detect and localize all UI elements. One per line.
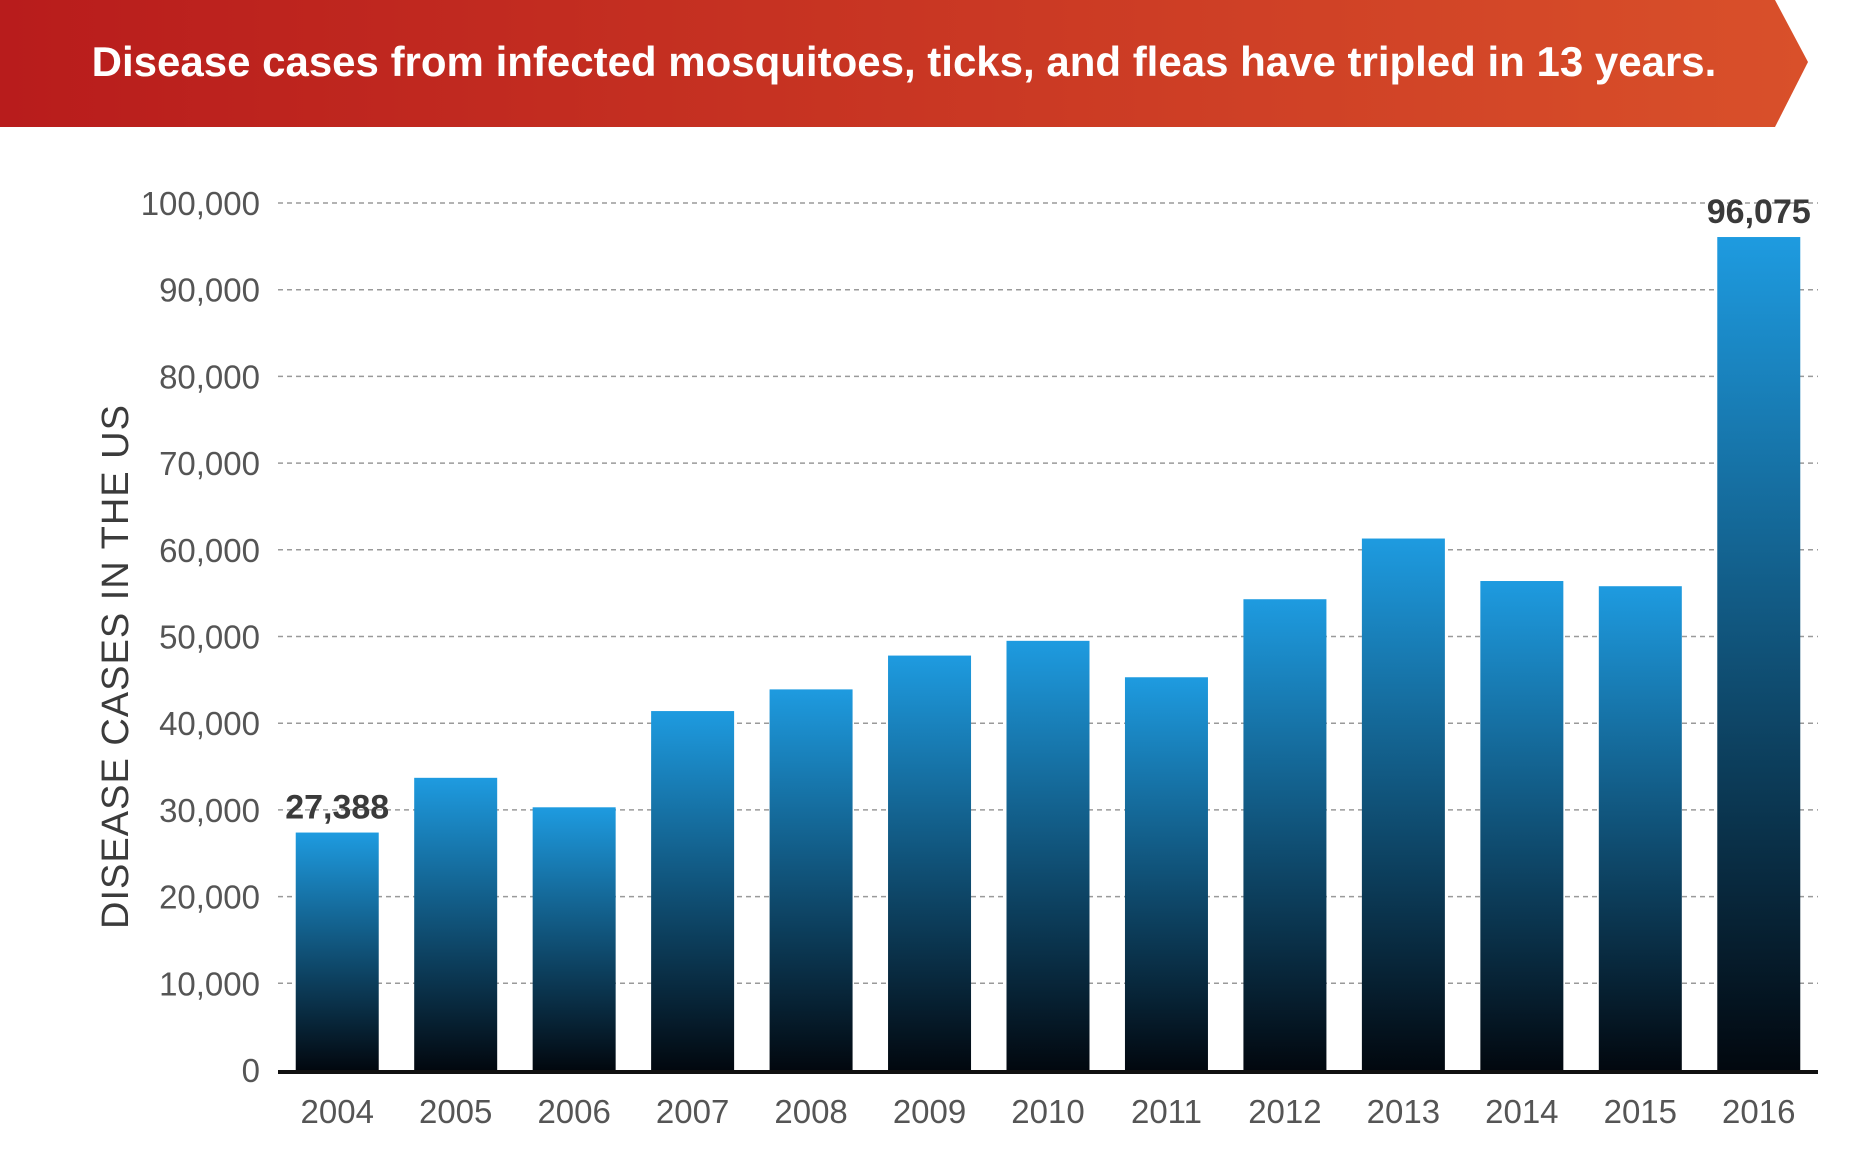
- y-tick-label: 60,000: [159, 532, 260, 569]
- y-tick-label: 90,000: [159, 272, 260, 309]
- bar-2016: [1717, 237, 1801, 1070]
- title-banner-shape: [0, 0, 1808, 127]
- bar-2009: [888, 655, 972, 1070]
- x-tick-label: 2008: [774, 1093, 847, 1130]
- bar-2006: [532, 807, 616, 1070]
- bar-2012: [1243, 599, 1327, 1070]
- y-tick-label: 80,000: [159, 358, 260, 395]
- y-tick-label: 20,000: [159, 879, 260, 916]
- x-tick-label: 2010: [1011, 1093, 1084, 1130]
- chart-title: Disease cases from infected mosquitoes, …: [92, 38, 1717, 85]
- data-label-2016: 96,075: [1707, 193, 1811, 231]
- x-tick-label: 2007: [656, 1093, 729, 1130]
- y-axis-title: DISEASE CASES IN THE US: [95, 404, 137, 929]
- data-labels: 27,388 96,075: [285, 193, 1811, 827]
- bar-2014: [1480, 581, 1564, 1070]
- y-tick-label: 10,000: [159, 965, 260, 1002]
- x-tick-label: 2006: [537, 1093, 610, 1130]
- bar-2011: [1124, 677, 1208, 1070]
- x-tick-label: 2015: [1604, 1093, 1677, 1130]
- y-tick-label: 50,000: [159, 619, 260, 656]
- y-tick-label: 40,000: [159, 705, 260, 742]
- bar-2005: [414, 777, 498, 1070]
- x-tick-label: 2005: [419, 1093, 492, 1130]
- x-tick-label: 2013: [1367, 1093, 1440, 1130]
- data-label-2004: 27,388: [285, 789, 389, 827]
- y-axis-ticks: 0 10,000 20,000 30,000 40,000 50,000 60,000 70,…: [141, 185, 260, 1089]
- y-tick-label: 70,000: [159, 445, 260, 482]
- bar-2010: [1006, 640, 1090, 1070]
- x-tick-label: 2014: [1485, 1093, 1558, 1130]
- y-tick-label: 100,000: [141, 185, 260, 222]
- bar-2013: [1361, 538, 1445, 1070]
- bar-2004: [295, 832, 379, 1070]
- x-tick-label: 2016: [1722, 1093, 1795, 1130]
- x-axis-ticks: 2004 2005 2006 2007 2008 2009 2010 2011 2012 2013…: [301, 1093, 1796, 1130]
- x-tick-label: 2011: [1131, 1093, 1202, 1130]
- x-tick-label: 2009: [893, 1093, 966, 1130]
- bar-2015: [1598, 586, 1682, 1070]
- x-tick-label: 2012: [1248, 1093, 1321, 1130]
- y-tick-label: 0: [242, 1052, 260, 1089]
- x-tick-label: 2004: [301, 1093, 374, 1130]
- bar-2007: [651, 711, 735, 1070]
- bars: [295, 237, 1801, 1070]
- y-tick-label: 30,000: [159, 792, 260, 829]
- bar-2008: [769, 689, 853, 1070]
- title-banner: Disease cases from infected mosquitoes, …: [0, 0, 1808, 127]
